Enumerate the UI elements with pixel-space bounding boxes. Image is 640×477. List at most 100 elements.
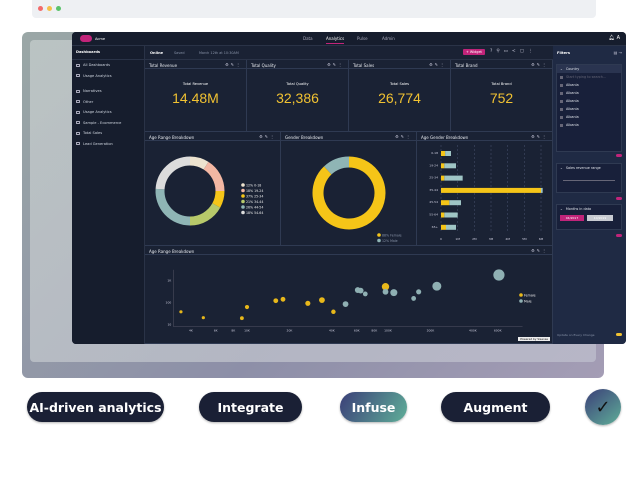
- bar-male[interactable]: [444, 212, 458, 218]
- sidebar-item-label: Usage Analytics: [83, 73, 112, 78]
- nav-pulse[interactable]: Pulse: [357, 36, 368, 41]
- sidebar-item[interactable]: Narratives: [76, 89, 102, 93]
- scatter-point-male[interactable]: [411, 296, 417, 301]
- scatter-point-female[interactable]: [239, 316, 244, 321]
- months-header[interactable]: ⌄ Months in data: [560, 207, 592, 211]
- sidebar-item[interactable]: Lead Generation: [76, 142, 113, 146]
- country-option[interactable]: Albania: [557, 105, 621, 113]
- pill-augment[interactable]: Augment: [441, 392, 550, 422]
- donut-slice[interactable]: [155, 156, 191, 190]
- bar-female[interactable]: [441, 151, 446, 156]
- bar-female[interactable]: [441, 200, 450, 206]
- nav-admin[interactable]: Admin: [382, 36, 395, 41]
- country-option[interactable]: Albania: [557, 113, 621, 121]
- scatter-point-male[interactable]: [362, 291, 368, 297]
- sidebar-item[interactable]: Other: [76, 100, 93, 104]
- month-from-button[interactable]: 04/2017: [560, 215, 584, 221]
- bar-female[interactable]: [441, 187, 541, 193]
- panel-actions-icon[interactable]: ⚙✎⋮: [327, 62, 344, 67]
- panel-actions-icon[interactable]: ⚙✎⋮: [531, 134, 548, 139]
- checkbox-icon[interactable]: [560, 91, 563, 95]
- scatter-point-female[interactable]: [201, 316, 205, 320]
- filter-toggle[interactable]: [616, 154, 622, 157]
- month-to-button[interactable]: 10/2019: [587, 215, 613, 221]
- y-tick-label: 55-64: [429, 213, 438, 217]
- nav-analytics[interactable]: Analytics: [326, 36, 345, 44]
- scatter-point-female[interactable]: [179, 310, 183, 314]
- scatter-point-male[interactable]: [382, 288, 389, 295]
- donut-slice[interactable]: [189, 156, 209, 170]
- scatter-point-male[interactable]: [432, 281, 442, 291]
- pill-ai-analytics[interactable]: AI-driven analytics: [27, 392, 164, 422]
- sidebar-item[interactable]: Total Sales: [76, 131, 102, 135]
- panel-actions-icon[interactable]: ⚙✎⋮: [531, 62, 548, 67]
- panel-actions-icon[interactable]: ⚙✎⋮: [225, 62, 242, 67]
- toolbar-actions-icon[interactable]: ?⚲▭<▢⋮: [490, 49, 537, 54]
- donut-slice[interactable]: [155, 188, 191, 226]
- sidebar-item[interactable]: Sample - Ecommerce: [76, 121, 121, 125]
- panel-actions-icon[interactable]: ⚙✎⋮: [259, 134, 276, 139]
- sidebar-item[interactable]: All Dashboards: [76, 63, 110, 67]
- donut-slice[interactable]: [203, 161, 225, 192]
- update-toggle[interactable]: [616, 333, 622, 336]
- panel-actions-icon[interactable]: ⚙✎⋮: [531, 248, 548, 253]
- bar-female[interactable]: [441, 224, 446, 230]
- bar-male[interactable]: [445, 151, 451, 156]
- country-filter-header[interactable]: ⌄ Country: [557, 65, 621, 73]
- pill-integrate[interactable]: Integrate: [199, 392, 302, 422]
- scatter-point-female[interactable]: [280, 296, 286, 302]
- country-option[interactable]: Albania: [557, 81, 621, 89]
- panel-actions-icon[interactable]: ⚙✎⋮: [395, 134, 412, 139]
- donut-slice[interactable]: [189, 203, 221, 226]
- nav-data[interactable]: Data: [303, 36, 313, 41]
- sidebar-item[interactable]: Usage Analytics: [76, 74, 112, 78]
- bar-female[interactable]: [441, 163, 445, 169]
- scatter-point-female[interactable]: [273, 298, 279, 304]
- scatter-point-female[interactable]: [331, 309, 336, 315]
- scatter-point-male[interactable]: [390, 289, 398, 297]
- scatter-point-female[interactable]: [319, 297, 325, 303]
- bar-male[interactable]: [444, 163, 456, 169]
- sidebar-item[interactable]: Usage Analytics: [76, 110, 112, 114]
- country-option[interactable]: Albania: [557, 121, 621, 129]
- bar-female[interactable]: [441, 175, 445, 181]
- donut-slice[interactable]: [212, 190, 225, 208]
- pill-infuse[interactable]: Infuse: [340, 392, 407, 422]
- close-dot[interactable]: [38, 6, 43, 11]
- scatter-point-female[interactable]: [305, 300, 311, 306]
- checkbox-icon[interactable]: [560, 107, 563, 111]
- filter-toggle[interactable]: [616, 234, 622, 237]
- add-widget-button[interactable]: + Widget: [463, 49, 485, 55]
- range-slider[interactable]: [563, 180, 615, 181]
- donut-slice[interactable]: [312, 156, 386, 230]
- check-icon[interactable]: ✓: [585, 389, 621, 425]
- country-search-input[interactable]: Start typing to search...: [557, 73, 621, 81]
- scatter-point-female[interactable]: [244, 304, 250, 310]
- checkbox-icon[interactable]: [560, 123, 563, 127]
- donut-slice[interactable]: [324, 156, 350, 175]
- checkbox-icon[interactable]: [560, 99, 563, 103]
- bar-male[interactable]: [449, 200, 461, 206]
- checkbox-icon[interactable]: [560, 115, 563, 119]
- scatter-point-male[interactable]: [357, 287, 364, 294]
- scatter-point-male[interactable]: [416, 289, 422, 295]
- sales-range-header[interactable]: ⌄ Sales revenue range: [560, 166, 601, 170]
- scatter-point-male[interactable]: [493, 269, 505, 281]
- scatter-point-male[interactable]: [342, 301, 349, 307]
- filter-options-icon[interactable]: ▤ →: [613, 50, 622, 55]
- bar-female[interactable]: [441, 212, 445, 218]
- bar-male[interactable]: [541, 187, 543, 193]
- bar-male[interactable]: [446, 224, 456, 230]
- country-option[interactable]: Albania: [557, 97, 621, 105]
- maximize-dot[interactable]: [56, 6, 61, 11]
- filter-title: Sales revenue range: [565, 166, 601, 170]
- panel-actions-icon[interactable]: ⚙✎⋮: [429, 62, 446, 67]
- checkbox-icon[interactable]: [560, 83, 563, 87]
- bar-male[interactable]: [444, 175, 463, 181]
- scatter-point-female[interactable]: [381, 283, 390, 291]
- minimize-dot[interactable]: [47, 6, 52, 11]
- user-icon[interactable]: 🔔︎ A: [608, 35, 620, 41]
- filter-toggle[interactable]: [616, 197, 622, 200]
- country-option[interactable]: Albania: [557, 89, 621, 97]
- logo[interactable]: [80, 35, 92, 42]
